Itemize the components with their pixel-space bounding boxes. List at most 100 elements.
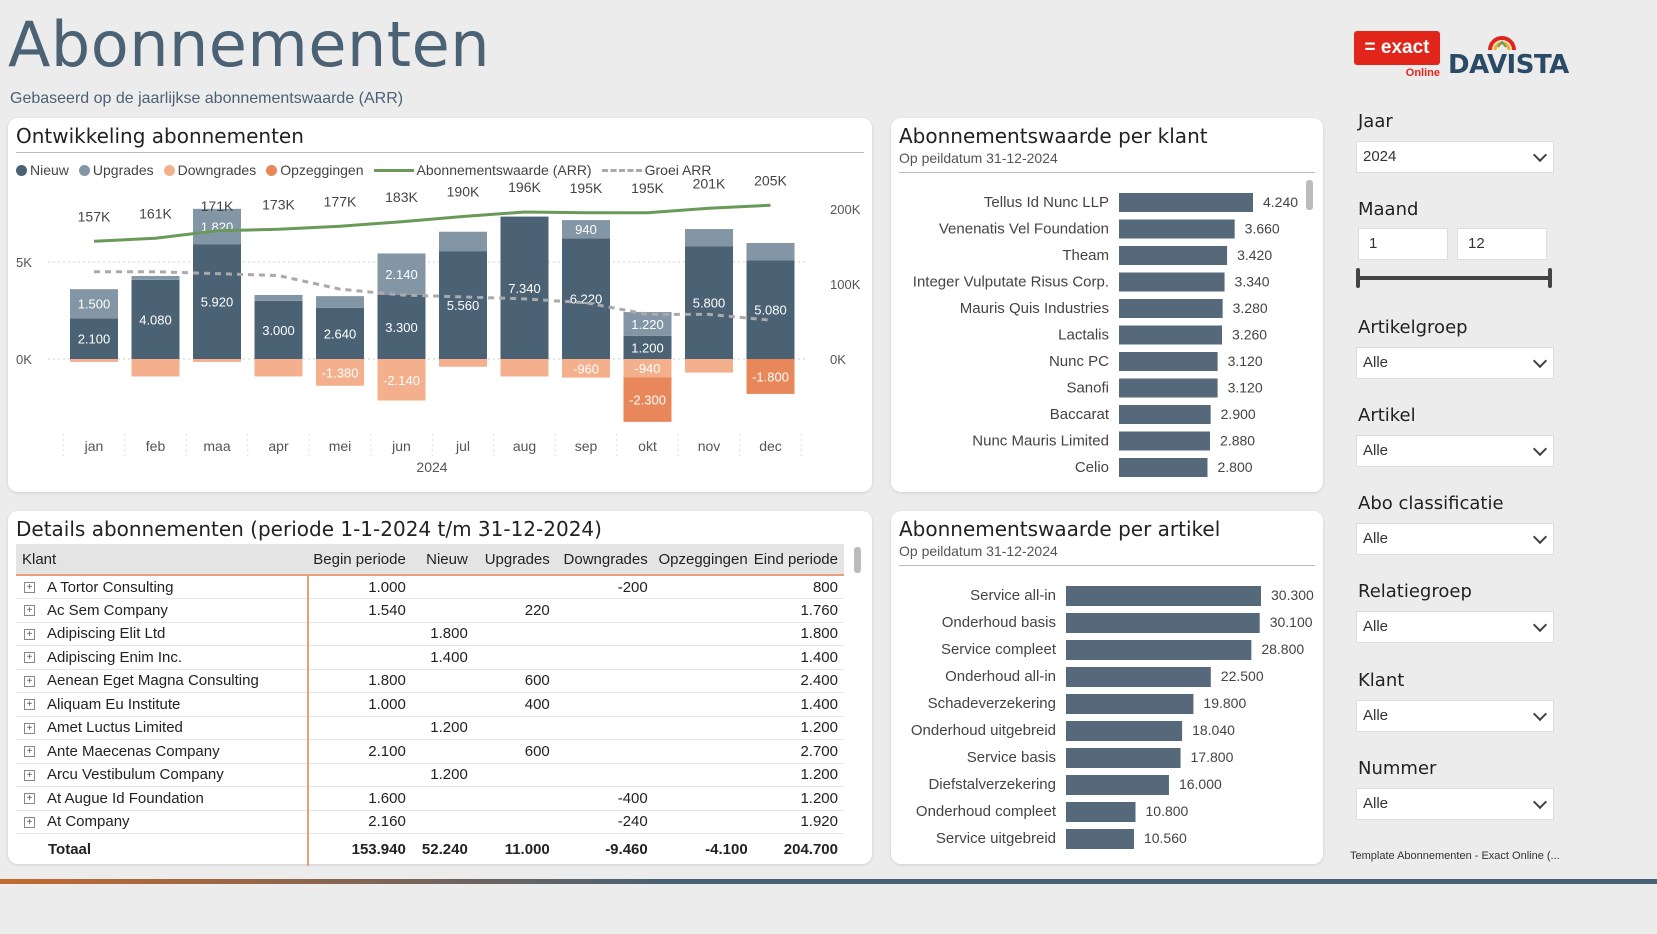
bar-upgrades <box>316 296 364 308</box>
table-row[interactable]: + Ante Maecenas Company 2.100 600 2.700 <box>16 739 844 764</box>
table-row[interactable]: + Adipiscing Enim Inc. 1.400 1.400 <box>16 645 844 670</box>
expand-plus-icon[interactable]: + <box>24 746 35 758</box>
table-row[interactable]: + A Tortor Consulting 1.000 -200 800 <box>16 575 844 599</box>
expand-plus-icon[interactable]: + <box>24 769 35 781</box>
data-label-upgrades: 2.140 <box>385 267 418 282</box>
legend-label: Abonnementswaarde (ARR) <box>416 162 592 178</box>
data-label-nieuw: 5.560 <box>447 298 480 313</box>
table-scrollbar[interactable] <box>854 547 861 573</box>
y-tick-label: 5K <box>16 255 32 270</box>
table-cell: 1.540 <box>307 598 412 623</box>
per-klant-chart[interactable]: Tellus Id Nunc LLP 4.240 Venenatis Vel Fou… <box>891 118 1323 492</box>
slicer-jaar-dropdown[interactable]: 2024 <box>1356 141 1554 173</box>
data-label-nieuw: 2.100 <box>78 332 111 347</box>
expand-plus-icon[interactable]: + <box>24 722 35 734</box>
bar-downgrades <box>685 359 733 373</box>
legend-dot-downgrades <box>163 164 175 176</box>
legend-dot-upgrades <box>78 164 90 176</box>
table-row[interactable]: + Aliquam Eu Institute 1.000 400 1.400 <box>16 692 844 717</box>
klant-name: A Tortor Consulting <box>47 578 174 596</box>
table-cell: 2.700 <box>753 739 844 764</box>
bar-downgrades <box>562 359 610 378</box>
table-row[interactable]: + At Augue Id Foundation 1.600 -400 1.200 <box>16 786 844 811</box>
data-label: 3.660 <box>1245 221 1280 237</box>
bar <box>1066 748 1181 768</box>
slicer-nummer-dropdown[interactable]: Alle <box>1356 788 1554 820</box>
expand-plus-icon[interactable]: + <box>24 628 35 640</box>
cell-klant: + Adipiscing Elit Ltd <box>16 622 309 646</box>
column-header-klant[interactable]: Klant <box>16 544 308 576</box>
column-header-downgrades[interactable]: Downgrades <box>555 544 654 576</box>
table-cell <box>555 716 654 740</box>
data-label: 2.900 <box>1221 406 1256 422</box>
column-header-eind[interactable]: Eind periode <box>753 544 844 576</box>
table-cell: 1.800 <box>307 669 412 693</box>
slicer-label-jaar: Jaar <box>1358 111 1393 132</box>
column-header-begin[interactable]: Begin periode <box>307 544 412 576</box>
table-cell <box>411 739 474 764</box>
category-label: Mauris Quis Industries <box>960 300 1109 317</box>
expand-plus-icon[interactable]: + <box>24 793 35 805</box>
y-tick-label: 0K <box>16 352 32 367</box>
chevron-down-icon <box>1532 147 1548 163</box>
x-tick-label: nov <box>698 438 721 454</box>
column-header-opzeggingen[interactable]: Opzeggingen <box>653 544 754 576</box>
slicer-klant-dropdown[interactable]: Alle <box>1356 700 1554 732</box>
expand-plus-icon[interactable]: + <box>24 675 35 687</box>
bar <box>1066 640 1252 660</box>
slicer-relatiegroep-dropdown[interactable]: Alle <box>1356 611 1554 643</box>
table-cell <box>473 716 556 740</box>
table-row[interactable]: + At Company 2.160 -240 1.920 <box>16 810 844 834</box>
table-cell: 2.160 <box>307 810 412 834</box>
data-label: 18.040 <box>1192 722 1235 738</box>
maand-range-slider[interactable] <box>1356 268 1552 288</box>
per-klant-card: Abonnementswaarde per klant Op peildatum… <box>891 118 1323 492</box>
data-label: 3.420 <box>1237 247 1272 263</box>
table-row[interactable]: + Ac Sem Company 1.540 220 1.760 <box>16 598 844 623</box>
slicer-artikelgroep-dropdown[interactable]: Alle <box>1356 347 1554 379</box>
bar-nieuw <box>377 294 426 359</box>
legend-label: Groei ARR <box>644 162 712 178</box>
maand-to-input[interactable]: 12 <box>1457 228 1547 260</box>
column-header-nieuw[interactable]: Nieuw <box>411 544 474 576</box>
slicer-abo-dropdown[interactable]: Alle <box>1356 523 1554 555</box>
per-artikel-card: Abonnementswaarde per artikel Op peildat… <box>891 511 1323 864</box>
slider-handle-right[interactable] <box>1548 268 1552 288</box>
details-table[interactable]: Klant Begin periode Nieuw Upgrades Downg… <box>16 544 844 866</box>
development-chart-title: Ontwikkeling abonnementen <box>16 124 304 148</box>
data-label-arr: 157K <box>78 208 111 224</box>
data-label: 30.300 <box>1271 587 1314 603</box>
column-header-upgrades[interactable]: Upgrades <box>473 544 556 576</box>
chart-legend[interactable]: Nieuw Upgrades Downgrades Opzeggingen Ab… <box>16 162 716 178</box>
bar <box>1119 431 1211 451</box>
per-artikel-chart[interactable]: Service all-in 30.300 Onderhoud basis 30.10… <box>891 511 1323 864</box>
slicer-artikel-dropdown[interactable]: Alle <box>1356 435 1554 467</box>
expand-plus-icon[interactable]: + <box>24 699 35 711</box>
cell-klant: + Ac Sem Company <box>16 598 309 623</box>
scrollbar[interactable] <box>1306 180 1313 210</box>
bar-nieuw <box>500 216 549 359</box>
expand-plus-icon[interactable]: + <box>24 816 35 828</box>
expand-plus-icon[interactable]: + <box>24 605 35 617</box>
table-row[interactable]: + Adipiscing Elit Ltd 1.800 1.800 <box>16 622 844 646</box>
table-cell <box>307 716 412 740</box>
slicer-value: Alle <box>1363 795 1389 812</box>
data-label-arr: 201K <box>693 175 726 191</box>
expand-plus-icon[interactable]: + <box>24 582 35 594</box>
maand-from-input[interactable]: 1 <box>1358 228 1448 260</box>
klant-name: At Company <box>47 813 130 831</box>
table-row[interactable]: + Aenean Eget Magna Consulting 1.800 600 2.4… <box>16 669 844 693</box>
data-label-upgrades: 940 <box>575 222 597 237</box>
slider-handle-left[interactable] <box>1356 268 1360 288</box>
development-chart-plot[interactable]: 5K 0K 200K 100K 0K 2.100 1.500 157K jan 4.080 161K… <box>8 118 872 492</box>
table-cell <box>555 669 654 693</box>
table-row[interactable]: + Arcu Vestibulum Company 1.200 1.200 <box>16 763 844 787</box>
bar <box>1119 219 1235 239</box>
expand-plus-icon[interactable]: + <box>24 652 35 664</box>
bar-nieuw <box>685 246 733 359</box>
slicer-value: 2024 <box>1363 148 1397 165</box>
per-klant-subtitle: Op peildatum 31-12-2024 <box>899 150 1058 166</box>
bar-opzeggingen <box>746 359 795 394</box>
category-label: Celio <box>1075 459 1109 476</box>
table-row[interactable]: + Amet Luctus Limited 1.200 1.200 <box>16 716 844 740</box>
